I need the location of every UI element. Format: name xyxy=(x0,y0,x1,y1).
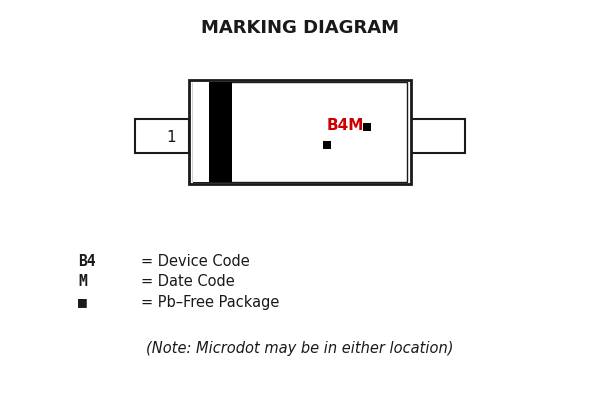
Text: 1: 1 xyxy=(166,130,176,146)
Text: MARKING DIAGRAM: MARKING DIAGRAM xyxy=(201,19,399,37)
Text: = Date Code: = Date Code xyxy=(141,274,235,290)
Text: (Note: Microdot may be in either location): (Note: Microdot may be in either locatio… xyxy=(146,340,454,356)
Bar xyxy=(135,119,189,153)
Point xyxy=(362,124,371,130)
Bar xyxy=(411,119,465,153)
Bar xyxy=(189,80,411,184)
Text: B4: B4 xyxy=(78,254,95,270)
Bar xyxy=(209,82,232,182)
Text: M: M xyxy=(78,274,87,290)
Bar xyxy=(193,82,407,182)
Text: B4M: B4M xyxy=(327,118,364,134)
Text: = Pb–Free Package: = Pb–Free Package xyxy=(141,294,280,310)
Bar xyxy=(193,82,209,182)
Text: ■: ■ xyxy=(78,294,87,310)
Point xyxy=(322,142,332,148)
Text: = Device Code: = Device Code xyxy=(141,254,250,270)
